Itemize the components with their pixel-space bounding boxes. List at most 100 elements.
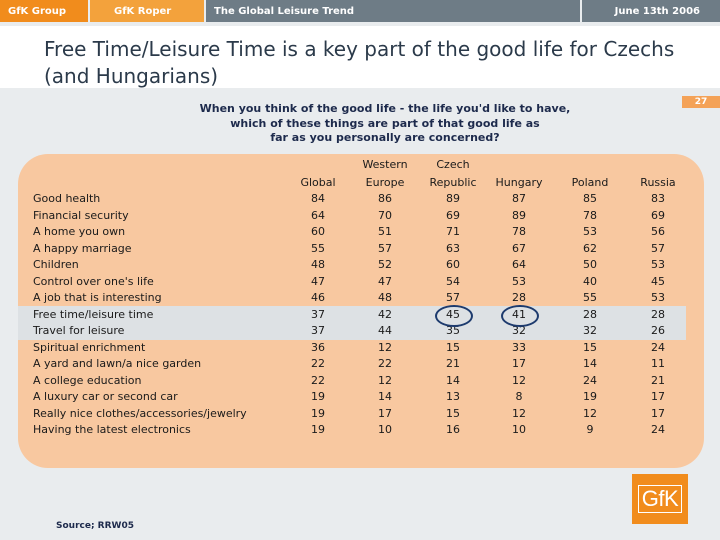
table-cell: 57 (651, 241, 665, 255)
table-cell: 48 (378, 291, 392, 304)
table-cell: 42 (378, 307, 392, 321)
header-date: June 13th 2006 (582, 0, 720, 22)
table-cell: 14 (583, 357, 597, 370)
question-line-3: far as you personally are concerned? (270, 131, 500, 144)
table-cell: 10 (378, 423, 392, 436)
question-line-2: which of these things are part of that g… (230, 116, 540, 130)
table-cell: 24 (583, 373, 597, 387)
column-header-top: Czech (436, 158, 470, 171)
table-cell: 37 (311, 324, 325, 337)
table-cell: 19 (311, 390, 325, 403)
row-label: Control over one's life (33, 274, 154, 288)
table-cell: 12 (512, 406, 526, 420)
title-band (0, 26, 720, 88)
table-cell: 19 (583, 390, 597, 403)
table-cell: 21 (651, 373, 665, 387)
table-cell: 12 (378, 373, 392, 387)
table-cell: 89 (512, 208, 526, 222)
table-cell: 60 (446, 258, 460, 271)
table-cell: 53 (512, 274, 526, 288)
table-cell: 17 (651, 390, 665, 403)
table-cell: 60 (311, 225, 325, 238)
table-cell: 19 (311, 423, 325, 436)
table-cell: 24 (651, 423, 665, 436)
gfk-logo: GfK (632, 474, 688, 524)
table-cell: 89 (446, 192, 460, 205)
row-label: A home you own (33, 225, 126, 238)
table-cell: 22 (378, 357, 392, 370)
table-cell: 12 (378, 340, 392, 354)
table-cell: 37 (311, 307, 325, 321)
table-cell: 45 (651, 274, 665, 288)
question-line-1: When you think of the good life - the li… (199, 102, 571, 115)
table-cell: 85 (583, 192, 597, 205)
row-label: Really nice clothes/accessories/jewelry (33, 406, 247, 420)
table-cell: 15 (446, 406, 460, 420)
table-cell: 13 (446, 390, 460, 403)
table-cell: 55 (583, 291, 597, 304)
table-cell: 47 (378, 274, 392, 288)
column-header: Republic (429, 176, 477, 189)
highlight-circle-hungary (501, 305, 539, 327)
row-label: A yard and lawn/a nice garden (33, 357, 202, 370)
table-cell: 24 (651, 340, 665, 354)
column-header: Poland (571, 176, 609, 189)
table-cell: 56 (651, 225, 665, 238)
table-cell: 78 (512, 225, 526, 238)
table-cell: 64 (311, 208, 325, 222)
column-header: Europe (365, 176, 405, 189)
table-cell: 53 (651, 258, 665, 271)
table-cell: 36 (311, 340, 325, 354)
page-title: Free Time/Leisure Time is a key part of … (44, 37, 675, 88)
header-roper: GfK Roper (90, 0, 204, 22)
table-cell: 9 (586, 423, 594, 436)
table-cell: 14 (446, 373, 460, 387)
table-cell: 19 (311, 406, 325, 420)
header-group: GfK Group (0, 0, 88, 22)
table-cell: 54 (446, 274, 460, 288)
table-cell: 32 (512, 324, 526, 337)
table-cell: 17 (378, 406, 392, 420)
table-cell: 10 (512, 423, 526, 436)
table-cell: 71 (446, 225, 460, 238)
page-number: 27 (682, 96, 720, 108)
source-note: Source; RRW05 (56, 521, 134, 531)
table-cell: 12 (512, 373, 526, 387)
table-cell: 32 (583, 324, 597, 337)
column-header: Global (300, 176, 336, 189)
table-cell: 67 (512, 241, 526, 255)
table-cell: 64 (512, 258, 526, 271)
survey-question: When you think of the good life - the li… (150, 102, 620, 146)
table-cell: 28 (583, 307, 597, 321)
row-label: Travel for leisure (33, 324, 125, 337)
table-cell: 40 (583, 274, 597, 288)
column-header: Hungary (495, 176, 543, 189)
row-label: Financial security (33, 208, 129, 222)
table-cell: 17 (512, 357, 526, 370)
table-cell: 50 (583, 258, 597, 271)
column-header-top: Western (362, 158, 408, 171)
logo-text: GfK (637, 485, 683, 513)
table-cell: 46 (311, 291, 325, 304)
table-cell: 70 (378, 208, 392, 222)
table-cell: 26 (651, 324, 665, 337)
table-cell: 15 (583, 340, 597, 354)
table-cell: 21 (446, 357, 460, 370)
row-label: Spiritual enrichment (33, 340, 146, 354)
row-label: Having the latest electronics (33, 423, 191, 436)
table-cell: 16 (446, 423, 460, 436)
table-cell: 78 (583, 208, 597, 222)
row-label: Children (33, 258, 79, 271)
table-cell: 69 (446, 208, 460, 222)
table-cell: 12 (583, 406, 597, 420)
table-cell: 28 (512, 291, 526, 304)
row-label: A happy marriage (33, 241, 132, 255)
table-cell: 62 (583, 241, 597, 255)
row-label: A college education (33, 373, 142, 387)
table-cell: 83 (651, 192, 665, 205)
table-cell: 47 (311, 274, 325, 288)
highlight-band (18, 306, 686, 340)
row-label: Good health (33, 192, 101, 205)
table-cell: 15 (446, 340, 460, 354)
table-cell: 84 (311, 192, 325, 205)
